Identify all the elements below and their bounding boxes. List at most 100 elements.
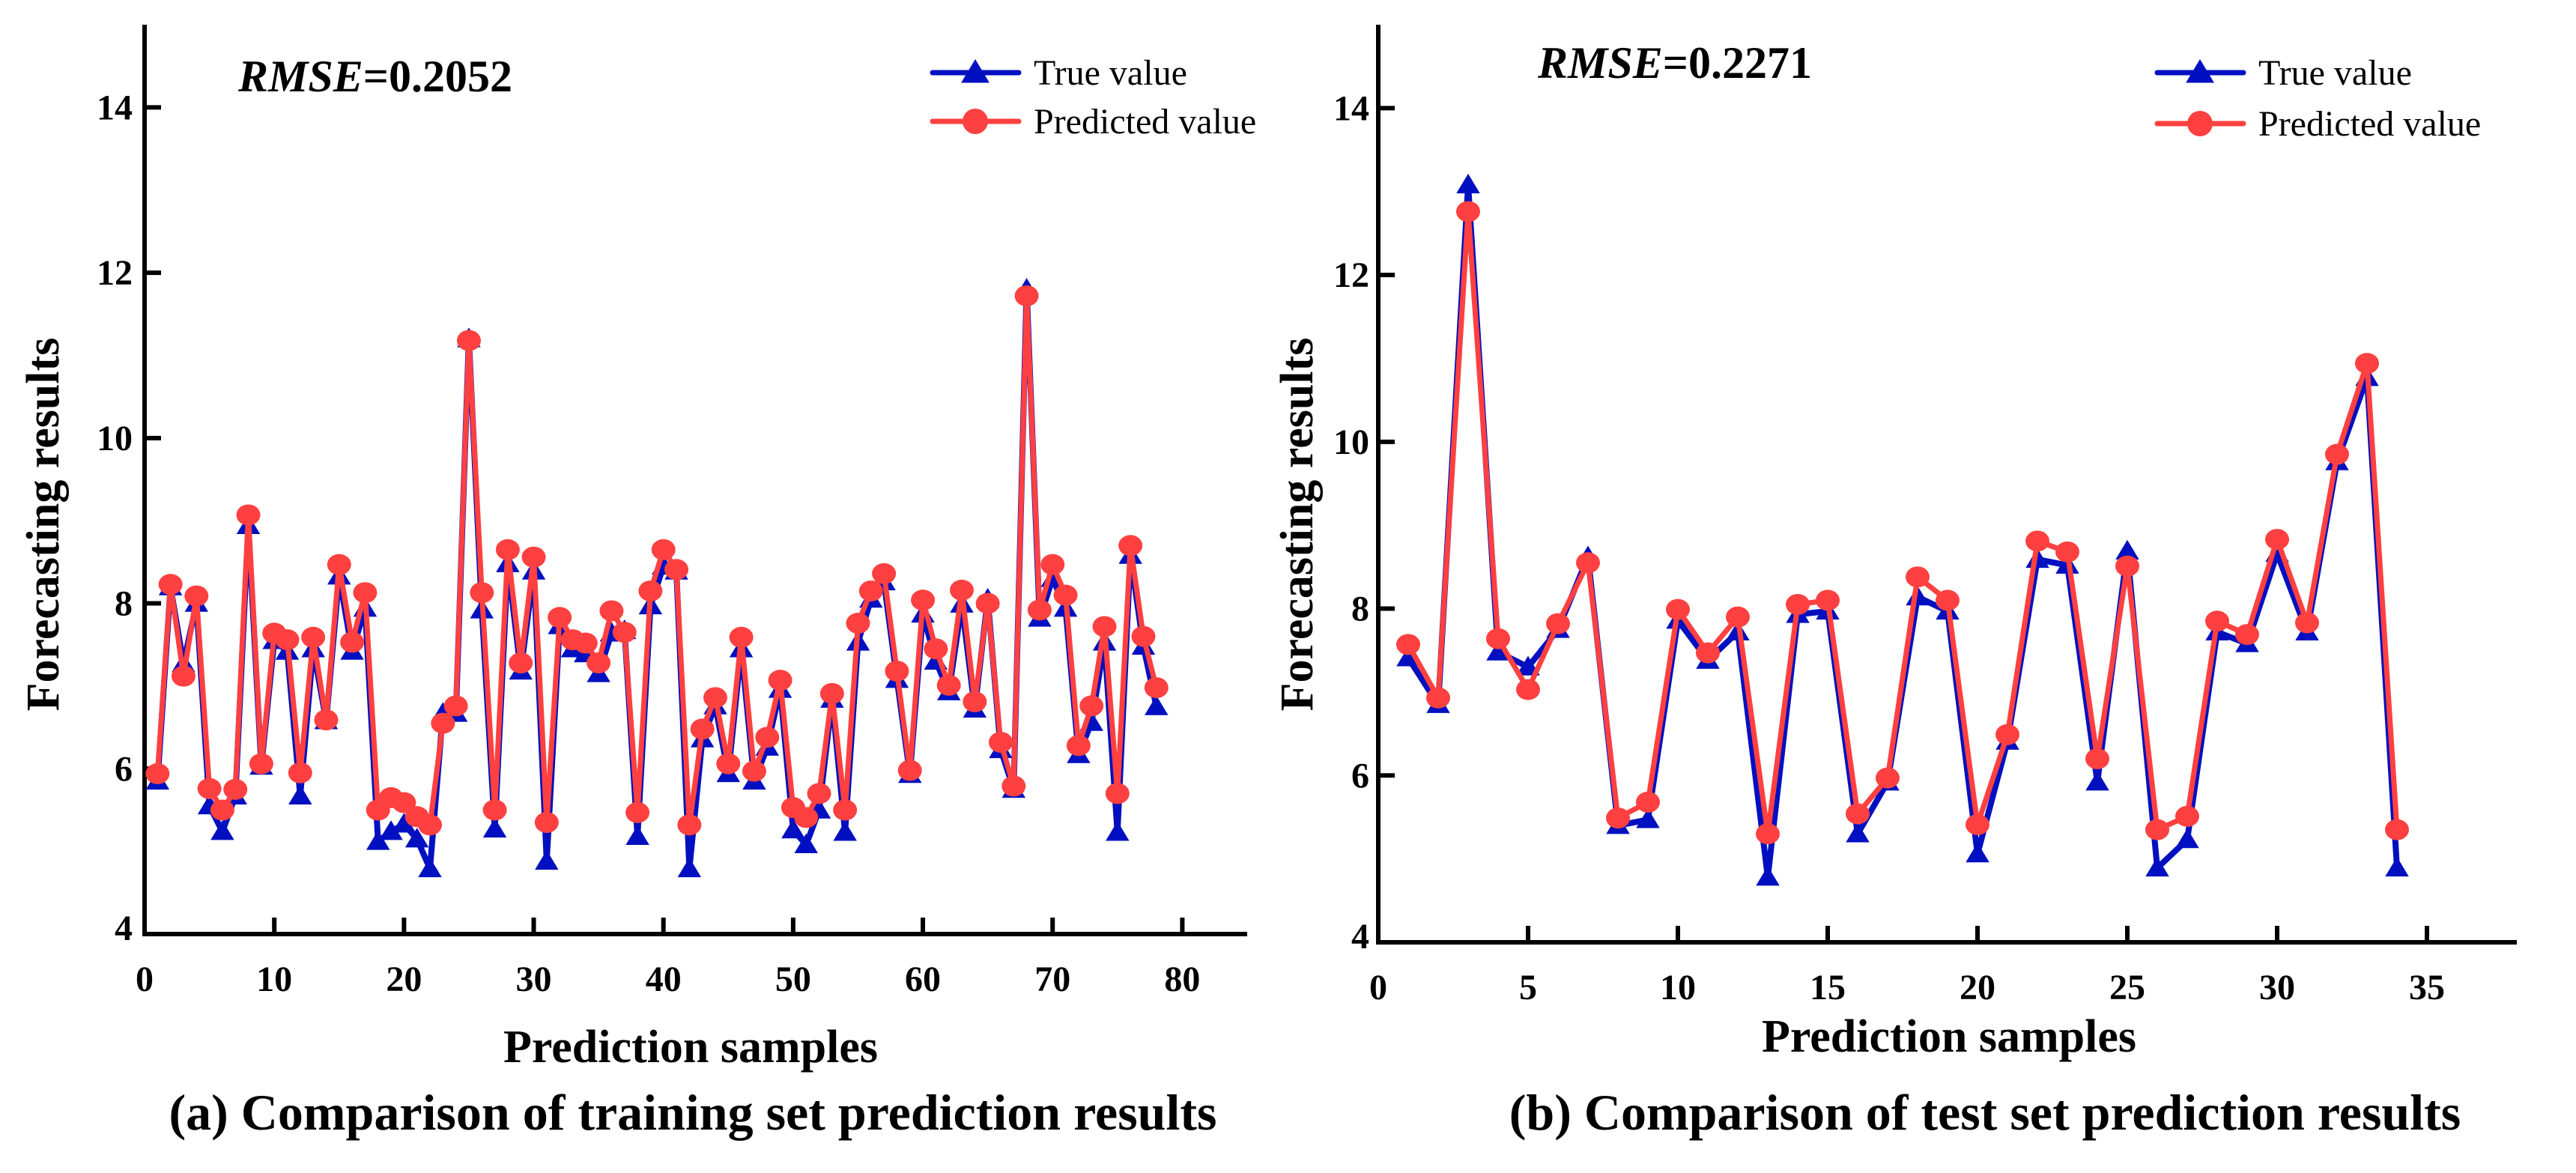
predicted-value-point xyxy=(1995,724,2019,745)
predicted-value-point xyxy=(1027,599,1052,621)
test-chart: RMSE=0.2271 Prediction samples Forecasti… xyxy=(1272,25,2517,1141)
predicted-value-point xyxy=(509,652,533,674)
predicted-value-point xyxy=(314,709,339,731)
predicted-value-point xyxy=(664,559,689,581)
predicted-value-point xyxy=(158,574,183,595)
predicted-value-point xyxy=(807,783,831,804)
true-value-point xyxy=(210,820,234,840)
predicted-value-point xyxy=(1105,783,1130,804)
predicted-value-point xyxy=(911,589,936,611)
predicted-value-point xyxy=(301,626,326,648)
predicted-value-point xyxy=(1456,201,1480,222)
predicted-value-point xyxy=(456,330,481,351)
x-tick-label: 5 xyxy=(1519,968,1537,1007)
true-value-point xyxy=(288,784,312,804)
y-tick-label: 12 xyxy=(1333,255,1369,295)
y-tick-label: 8 xyxy=(1351,589,1369,629)
predicted-value-point xyxy=(482,799,507,821)
predicted-value-point xyxy=(716,753,741,775)
true-value-point xyxy=(1456,173,1480,194)
predicted-value-point xyxy=(599,600,624,622)
predicted-value-point xyxy=(858,580,883,601)
predicted-value-line xyxy=(154,293,1160,828)
true-value-point xyxy=(2145,856,2169,877)
y-tick-label: 8 xyxy=(115,584,133,624)
y-tick-label: 10 xyxy=(97,419,133,458)
predicted-value-point xyxy=(819,682,844,704)
legend-triangle-icon xyxy=(961,59,990,83)
predicted-value-point xyxy=(340,631,365,653)
predicted-value-point xyxy=(1666,598,1690,620)
legend-predicted-label: Predicted value xyxy=(1034,102,1256,142)
true-value-point xyxy=(1106,821,1130,841)
training-chart: RMSE=0.2052 Prediction samples Forecasti… xyxy=(18,25,1256,1141)
y-tick-label: 14 xyxy=(97,88,133,127)
predicted-value-point xyxy=(353,582,378,604)
predicted-value-point xyxy=(288,762,312,783)
caption: (a) Comparison of training set predictio… xyxy=(169,1084,1216,1141)
predicted-value-point xyxy=(1014,285,1039,306)
true-value-point xyxy=(1396,646,1420,667)
x-tick-label: 0 xyxy=(1369,968,1387,1007)
predicted-value-point xyxy=(327,554,351,575)
legend-true-label: True value xyxy=(1034,53,1187,93)
predicted-value-point xyxy=(936,674,961,696)
x-tick-label: 30 xyxy=(516,960,552,999)
predicted-value-point xyxy=(1486,628,1510,649)
rmse-annotation: RMSE=0.2271 xyxy=(1537,38,1812,88)
predicted-value-point xyxy=(1576,552,1600,574)
true-value-point xyxy=(1966,842,1989,863)
predicted-value-point xyxy=(2085,748,2109,769)
true-value-point xyxy=(677,857,702,878)
predicted-value-point xyxy=(1636,791,1660,813)
predicted-value-point xyxy=(197,778,222,799)
y-tick-label: 4 xyxy=(115,909,133,948)
predicted-value-point xyxy=(2385,819,2409,840)
predicted-value-point xyxy=(145,763,170,784)
predicted-value-point xyxy=(495,539,520,560)
legend-circle-icon xyxy=(963,109,988,134)
true-value-point xyxy=(482,817,507,838)
predicted-value-point xyxy=(392,792,416,813)
predicted-value-point xyxy=(885,661,909,682)
predicted-value-point xyxy=(846,613,870,634)
predicted-value-point xyxy=(1040,554,1065,575)
predicted-value-point xyxy=(1118,535,1143,557)
predicted-value-point xyxy=(2205,610,2229,632)
predicted-value-point xyxy=(1066,735,1091,757)
predicted-value-point xyxy=(2295,612,2319,634)
predicted-value-point xyxy=(1966,813,1989,835)
predicted-value-point xyxy=(1516,679,1540,700)
predicted-value-point xyxy=(2175,805,2199,827)
predicted-value-point xyxy=(768,670,793,691)
predicted-value-point xyxy=(1092,616,1117,637)
predicted-value-point xyxy=(1936,589,1960,611)
predicted-value-point xyxy=(1426,687,1450,709)
predicted-value-point xyxy=(975,592,1000,614)
true-value-point xyxy=(366,830,390,850)
predicted-value-point xyxy=(729,626,754,648)
predicted-value-point xyxy=(2115,555,2139,577)
predicted-value-point xyxy=(1131,625,1156,647)
legend-true-label: True value xyxy=(2258,53,2412,93)
true-value-point xyxy=(1486,640,1510,661)
true-value-point xyxy=(781,818,805,839)
x-tick-label: 20 xyxy=(1960,968,1995,1007)
predicted-value-point xyxy=(612,622,637,643)
y-tick-label: 6 xyxy=(115,749,133,789)
predicted-value-point xyxy=(210,799,234,821)
legend-predicted-label: Predicted value xyxy=(2258,104,2481,144)
predicted-value-point xyxy=(1726,606,1750,628)
predicted-value-point xyxy=(638,580,663,601)
x-tick-label: 15 xyxy=(1810,968,1846,1007)
predicted-value-point xyxy=(521,546,546,568)
predicted-value-point xyxy=(548,607,572,628)
predicted-value-point xyxy=(249,753,273,775)
true-value-point xyxy=(404,828,429,848)
predicted-value-point xyxy=(431,712,455,734)
true-value-point xyxy=(535,849,559,870)
predicted-value-point xyxy=(2055,541,2079,563)
predicted-value-point xyxy=(872,563,897,584)
predicted-value-point xyxy=(573,632,598,654)
x-tick-label: 80 xyxy=(1164,960,1200,999)
